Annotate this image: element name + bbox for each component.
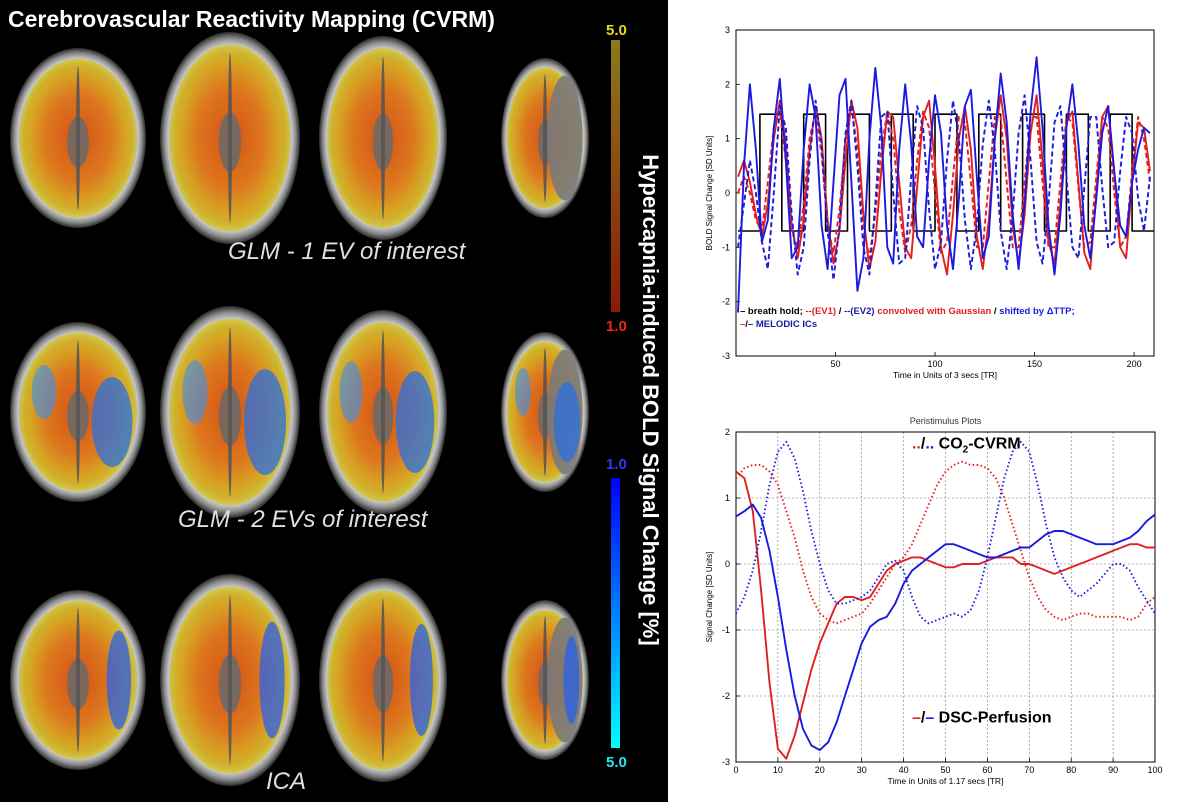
legend-text: – <box>740 319 745 330</box>
legend-entry: – breath hold; --(EV1) / --(EV2) convolv… <box>740 306 1075 317</box>
x-tick-label: 50 <box>831 359 841 369</box>
figure-title: Cerebrovascular Reactivity Mapping (CVRM… <box>8 6 495 32</box>
y-tick-label: 2 <box>725 427 730 437</box>
legend-text: shifted by ΔTTP; <box>999 306 1074 317</box>
chart-title: Peristimulus Plots <box>910 416 982 426</box>
y-tick-label: 1 <box>725 493 730 503</box>
legend-text: – breath hold; <box>740 306 805 317</box>
colorbar-warm-max: 5.0 <box>606 22 627 39</box>
chart-annotation: –/– DSC-Perfusion <box>912 709 1052 726</box>
legend-text: / <box>994 306 999 317</box>
brain-slice <box>10 322 146 502</box>
annotation-text: 2 <box>963 445 969 456</box>
legend-entry: –/– MELODIC ICs <box>740 319 817 330</box>
x-tick-label: 80 <box>1066 765 1076 775</box>
x-tick-label: 50 <box>940 765 950 775</box>
x-axis-label: Time in Units of 1.17 secs [TR] <box>888 776 1004 786</box>
legend-text: --(EV1) <box>805 306 838 317</box>
x-tick-label: 0 <box>733 765 738 775</box>
brain-slice <box>501 600 589 760</box>
y-axis-label: Signal Change [SD Units] <box>705 552 714 643</box>
y-tick-label: -1 <box>722 242 730 252</box>
y-tick-label: -3 <box>722 351 730 361</box>
colorbar-warm-min: 1.0 <box>606 318 627 335</box>
colorbar-cool-max: 1.0 <box>606 456 627 473</box>
legend-text: --(EV2) <box>844 306 877 317</box>
annotation-text: .. <box>925 436 934 453</box>
bold-timecourse-chart: 50 100 150 200 -3 -2 -1 0 1 2 3 Time in Units of 3 … <box>705 25 1155 380</box>
x-tick-label: 30 <box>857 765 867 775</box>
annotation-text: / <box>921 436 926 453</box>
brain-slice <box>319 578 447 782</box>
x-tick-label: 10 <box>773 765 783 775</box>
brain-slice <box>501 58 589 218</box>
brain-slice <box>10 590 146 770</box>
y-axis-label: BOLD Signal Change [SD Units] <box>705 136 714 251</box>
series-line <box>736 503 1155 752</box>
series-line <box>736 470 1155 760</box>
brain-slice <box>10 48 146 228</box>
annotation-text: DSC-Perfusion <box>934 709 1051 726</box>
y-tick-label: 0 <box>725 559 730 569</box>
colorbar-cool <box>611 478 620 748</box>
annotation-text: / <box>921 709 926 726</box>
colorbar-cool-min: 5.0 <box>606 754 627 771</box>
y-tick-label: -2 <box>722 691 730 701</box>
colorbar-axis-label: Hypercapnia-induced BOLD Signal Change [… <box>638 154 663 646</box>
brain-slice <box>501 332 589 492</box>
y-tick-label: 1 <box>725 134 730 144</box>
series-line <box>736 460 1155 625</box>
legend-text: / <box>745 319 748 330</box>
x-tick-label: 90 <box>1108 765 1118 775</box>
x-tick-label: 200 <box>1127 359 1142 369</box>
brain-slice <box>160 306 300 518</box>
charts-panel: 50 100 150 200 -3 -2 -1 0 1 2 3 Time in Units of 3 … <box>668 0 1200 802</box>
x-tick-label: 70 <box>1024 765 1034 775</box>
brain-slice-grid <box>10 32 589 786</box>
brain-slice <box>319 36 447 240</box>
x-tick-label: 150 <box>1027 359 1042 369</box>
y-tick-label: -3 <box>722 757 730 767</box>
y-tick-label: -1 <box>722 625 730 635</box>
series-line <box>737 94 1151 276</box>
brain-slice <box>160 574 300 786</box>
legend-text: MELODIC ICs <box>756 319 817 330</box>
legend-text: convolved with Gaussian <box>877 306 994 317</box>
brain-slice <box>319 310 447 514</box>
series-line <box>737 105 1151 260</box>
row-label-ica: ICA <box>266 768 307 795</box>
annotation-text: – <box>912 709 921 726</box>
x-tick-label: 60 <box>982 765 992 775</box>
y-tick-label: 0 <box>725 188 730 198</box>
annotation-text: .. <box>912 436 921 453</box>
x-tick-label: 40 <box>899 765 909 775</box>
colorbar-warm <box>611 40 620 312</box>
annotation-text: -CVRM <box>968 436 1020 453</box>
row-label-glm-2ev: GLM - 2 EVs of interest <box>178 506 428 533</box>
series-line <box>737 56 1151 313</box>
annotation-text: – <box>925 709 934 726</box>
legend-text: / <box>839 306 844 317</box>
y-tick-label: 3 <box>725 25 730 35</box>
legend-text: – <box>748 319 756 330</box>
chart-annotation: ../.. CO2-CVRM <box>912 436 1021 456</box>
annotation-text: CO <box>934 436 962 453</box>
y-tick-label: -2 <box>722 297 730 307</box>
y-tick-label: 2 <box>725 79 730 89</box>
series-line <box>737 94 1151 281</box>
x-tick-label: 20 <box>815 765 825 775</box>
cvrm-figure-panel: Cerebrovascular Reactivity Mapping (CVRM… <box>0 0 668 802</box>
brain-slice <box>160 32 300 244</box>
x-tick-label: 100 <box>1147 765 1162 775</box>
row-label-glm-1ev: GLM - 1 EV of interest <box>228 238 466 265</box>
x-tick-label: 100 <box>928 359 943 369</box>
x-axis-label: Time in Units of 3 secs [TR] <box>893 370 997 380</box>
